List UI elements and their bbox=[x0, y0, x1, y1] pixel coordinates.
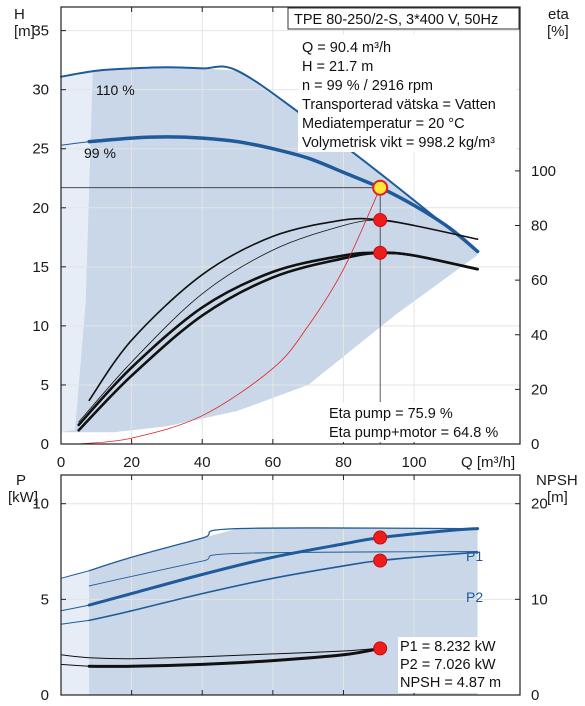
y-left-tick-label: 5 bbox=[41, 591, 49, 608]
y-right-tick-label: 100 bbox=[531, 163, 556, 180]
chart-title: TPE 80-250/2-S, 3*400 V, 50Hz bbox=[294, 12, 498, 28]
title-box bbox=[287, 7, 520, 30]
y-left-tick-label: 35 bbox=[32, 23, 49, 40]
y-left-title-1: H bbox=[14, 6, 25, 23]
series-line-0-2 bbox=[60, 141, 90, 146]
eta-panel-bg bbox=[326, 402, 518, 442]
y-right-tick-label: 60 bbox=[531, 272, 548, 289]
info-line-density: Volymetrisk vikt = 998.2 kg/m³ bbox=[302, 135, 495, 151]
operating-point-1-0 bbox=[373, 530, 388, 545]
y-left-tick-label: 20 bbox=[32, 200, 49, 217]
eta-pump-text: Eta pump = 75.9 % bbox=[329, 406, 453, 422]
series-line-1-0 bbox=[87, 527, 480, 607]
y-left-tick-label: 30 bbox=[32, 82, 49, 99]
operating-area-fill bbox=[61, 528, 478, 695]
y-right-tick-label: 10 bbox=[531, 591, 548, 608]
p1-value-text: P1 = 8.232 kW bbox=[400, 639, 496, 655]
ticks-head: 0 20 40 60 80 100 0 5 10 15 20 25 30 35 0 20 40 60 80 100 bbox=[32, 7, 556, 471]
series-line-1-8 bbox=[60, 647, 381, 660]
x-tick-label: 100 bbox=[402, 454, 427, 471]
y-left-title-2: P bbox=[16, 472, 26, 489]
series-line-1-6 bbox=[60, 619, 90, 625]
y-right-tick-label: 80 bbox=[531, 218, 548, 235]
plot-frame-power bbox=[60, 474, 521, 696]
curve-label-99: 99 % bbox=[84, 145, 116, 161]
series-line-0-7 bbox=[78, 187, 381, 445]
y-right-unit-2: [m] bbox=[547, 489, 568, 506]
y-left-tick-label: 5 bbox=[41, 377, 49, 394]
operating-point-0-2 bbox=[373, 245, 388, 260]
x-tick-label: 60 bbox=[265, 454, 282, 471]
series-line-1-5 bbox=[60, 604, 90, 612]
power-info-bg bbox=[398, 637, 516, 693]
x-tick-label: 80 bbox=[335, 454, 352, 471]
grid-head bbox=[60, 7, 520, 445]
y-left-tick-label: 25 bbox=[32, 141, 49, 158]
info-line-n: n = 99 % / 2916 rpm bbox=[302, 78, 433, 94]
series-line-0-1 bbox=[87, 135, 480, 254]
y-right-tick-label: 0 bbox=[531, 436, 539, 453]
curve-label-110: 110 % bbox=[96, 82, 135, 98]
y-left-tick-label: 10 bbox=[32, 496, 49, 513]
y-left-unit-2: [kW] bbox=[8, 489, 38, 506]
y-right-tick-label: 0 bbox=[531, 687, 539, 704]
npsh-value-text: NPSH = 4.87 m bbox=[400, 675, 501, 691]
operating-point-0-1 bbox=[373, 213, 388, 228]
series-line-1-9 bbox=[60, 663, 90, 667]
y-left-tick-label: 15 bbox=[32, 259, 49, 276]
p2-value-text: P2 = 7.026 kW bbox=[400, 657, 496, 673]
y-left-tick-label: 0 bbox=[41, 436, 49, 453]
operating-area-power bbox=[61, 528, 478, 695]
series-line-0-6 bbox=[77, 251, 479, 432]
curve-label-p2: P2 bbox=[466, 589, 483, 605]
x-tick-label: 0 bbox=[57, 454, 65, 471]
y-right-title-2: NPSH bbox=[536, 472, 578, 489]
y-right-tick-label: 20 bbox=[531, 381, 548, 398]
info-panel-bg bbox=[298, 34, 516, 152]
series-line-0-0 bbox=[60, 65, 479, 253]
y-left-tick-label: 0 bbox=[41, 687, 49, 704]
series-line-1-4 bbox=[60, 570, 90, 579]
y-right-unit-1: [%] bbox=[547, 23, 569, 40]
operating-area-light bbox=[61, 570, 90, 695]
series-line-0-4 bbox=[78, 219, 478, 423]
eta-pump-motor-text: Eta pump+motor = 64.8 % bbox=[329, 425, 498, 441]
info-line-fluid: Transporterad vätska = Vatten bbox=[302, 97, 496, 113]
series-line-1-7 bbox=[87, 646, 382, 668]
y-left-unit-1: [m] bbox=[14, 23, 35, 40]
operating-area-head bbox=[61, 67, 478, 433]
operating-area-light bbox=[61, 70, 93, 433]
curve-label-p1: P1 bbox=[466, 548, 483, 564]
info-line-q: Q = 90.4 m³/h bbox=[302, 40, 391, 56]
x-axis-title: Q [m³/h] bbox=[461, 454, 515, 471]
operating-point-0-0 bbox=[372, 179, 389, 196]
operating-area-fill bbox=[61, 67, 478, 433]
series-line-1-3 bbox=[88, 551, 479, 587]
series-head bbox=[60, 65, 480, 445]
x-tick-label: 20 bbox=[123, 454, 140, 471]
series-line-1-2 bbox=[88, 527, 479, 572]
series-power bbox=[60, 527, 480, 668]
y-right-title-1: eta bbox=[548, 6, 570, 23]
y-left-tick-label: 10 bbox=[32, 318, 49, 335]
x-tick-label: 40 bbox=[194, 454, 211, 471]
info-line-h: H = 21.7 m bbox=[302, 59, 373, 75]
operating-point-1-1 bbox=[373, 553, 388, 568]
series-line-1-1 bbox=[88, 551, 479, 622]
y-right-tick-label: 20 bbox=[531, 496, 548, 513]
plot-frame-head bbox=[60, 6, 521, 445]
y-right-tick-label: 40 bbox=[531, 327, 548, 344]
operating-point-1-2 bbox=[373, 641, 388, 656]
info-line-temp: Mediatemperatur = 20 °C bbox=[302, 116, 465, 132]
